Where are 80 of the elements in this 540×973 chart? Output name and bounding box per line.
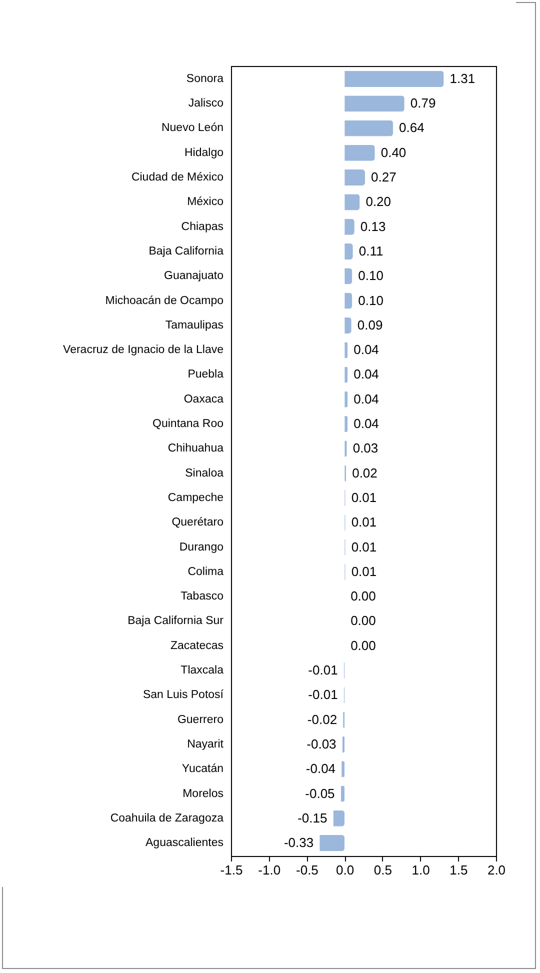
y-tick-label: Nuevo León [161,122,224,134]
bar [344,96,404,112]
y-tick-label: Hidalgo [184,146,224,159]
x-tick-label: 1.0 [412,862,430,878]
data-label: 0.27 [371,170,396,185]
x-tick-label: -1.0 [258,862,281,878]
y-tick-label: Yucatán [182,763,224,776]
y-tick-label: Nayarit [187,738,224,750]
y-tick-label: Chihuahua [168,442,224,455]
y-tick-label: Durango [179,541,224,554]
y-tick-label: Zacatecas [170,640,224,652]
data-label: 0.01 [351,539,377,554]
y-tick-label: Querétaro [172,516,224,529]
bar [320,835,345,852]
data-label: 0.04 [354,416,379,432]
y-tick-label: México [187,196,224,208]
data-label: 0.40 [380,144,406,160]
data-label: -0.01 [308,662,338,678]
y-tick-label: Ciudad de México [131,172,224,184]
y-tick-label: Quintana Roo [152,418,224,430]
data-label: 0.03 [352,440,378,456]
data-label: -0.04 [306,761,336,776]
y-tick-label: Puebla [188,368,224,381]
data-label: 0.11 [358,243,384,258]
y-tick-label: Tamaulipas [165,319,224,332]
y-tick-label: Aguascalientes [146,837,224,850]
bar [344,70,444,87]
data-label: 0.20 [366,194,392,210]
y-tick-label: Morelos [182,788,224,800]
y-tick-label: Chiapas [181,220,224,233]
data-label: 1.31 [450,70,476,86]
data-label: 0.04 [354,366,379,382]
x-tick-label: 1.5 [450,862,468,878]
data-label: -0.01 [308,687,338,702]
x-tick-label: 0.0 [336,862,354,878]
data-label: -0.05 [305,786,335,801]
data-label: -0.03 [306,736,336,752]
data-label: 0.01 [351,564,377,579]
y-tick-label: Sinaloa [185,467,224,480]
data-label: 0.00 [350,588,376,604]
bar [344,144,375,161]
data-label: 0.00 [350,638,376,653]
data-label: 0.10 [358,292,384,308]
data-label: 0.13 [360,218,386,234]
y-tick-label: Veracruz de Ignacio de la Llave [63,344,224,356]
x-tick-label: 0.5 [374,862,392,878]
y-tick-label: Coahuila de Zaragoza [110,812,224,824]
data-label: 0.01 [351,490,377,505]
y-tick-label: Jalisco [188,98,224,110]
data-label: 0.04 [354,342,379,358]
data-label: -0.15 [298,810,328,826]
data-label: -0.02 [307,712,338,727]
bar [344,120,394,136]
data-label: 0.09 [357,317,383,332]
y-tick-label: Baja California Sur [128,615,224,628]
y-tick-label: San Luis Potosí [142,689,224,702]
bar [344,194,360,210]
x-tick-label: -0.5 [296,862,318,878]
bar [333,810,345,826]
data-label: 0.01 [351,514,377,530]
y-tick-label: Tabasco [180,590,224,603]
data-label: 0.00 [350,613,376,628]
y-tick-label: Guanajuato [164,270,224,282]
data-label: 0.02 [352,465,378,480]
data-label: 0.04 [354,391,379,406]
data-label: 0.64 [399,120,424,136]
y-tick-label: Baja California [148,245,224,258]
y-tick-label: Tlaxcala [180,664,224,677]
data-label: 0.79 [410,96,436,111]
x-tick-label: -1.5 [220,862,243,878]
y-tick-label: Michoacán de Ocampo [105,294,224,307]
data-label: 0.10 [358,268,384,284]
y-tick-label: Guerrero [177,714,224,726]
y-tick-label: Campeche [168,492,224,504]
y-tick-label: Oaxaca [184,393,224,406]
data-label: -0.33 [284,835,314,850]
y-tick-label: Colima [188,566,224,578]
y-tick-label: Sonora [186,72,224,85]
bar [344,170,366,186]
x-tick-label: 2.0 [487,862,506,878]
